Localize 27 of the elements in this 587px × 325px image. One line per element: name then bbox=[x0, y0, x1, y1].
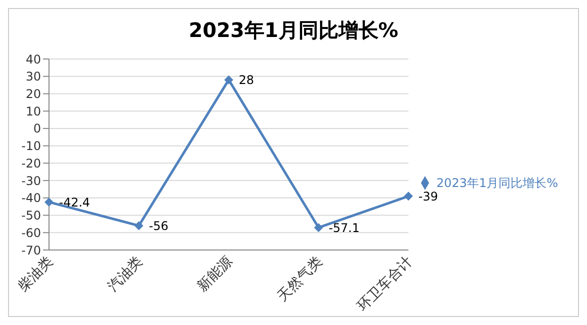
x-tick-label: 天然气类 bbox=[274, 254, 326, 305]
x-tick-label: 新能源 bbox=[194, 254, 236, 295]
x-tick-label: 汽油类 bbox=[104, 254, 146, 295]
data-label: -42.4 bbox=[59, 195, 90, 210]
legend-label: 2023年1月同比增长% bbox=[436, 176, 558, 190]
y-tick-label: 0 bbox=[33, 122, 41, 136]
y-tick-label: -30 bbox=[21, 174, 41, 188]
y-tick-label: 10 bbox=[26, 104, 41, 118]
point bbox=[224, 75, 234, 84]
data-label: -56 bbox=[148, 218, 168, 233]
y-tick-label: 30 bbox=[26, 70, 41, 84]
y-tick-label: -20 bbox=[21, 156, 41, 170]
chart-title: 2023年1月同比增长% bbox=[188, 17, 400, 44]
y-tick-label: -60 bbox=[21, 226, 41, 240]
y-tick-label: -50 bbox=[21, 208, 41, 223]
x-tick-label: 环卫车合计 bbox=[354, 254, 416, 315]
y-tick-label: -10 bbox=[21, 139, 41, 154]
data-label: 28 bbox=[238, 73, 254, 88]
point bbox=[44, 198, 54, 207]
point bbox=[404, 192, 413, 201]
y-tick-label: -40 bbox=[21, 191, 41, 206]
y-tick-label: 20 bbox=[26, 86, 41, 101]
point bbox=[314, 223, 324, 232]
data-label: -39 bbox=[418, 189, 438, 204]
point bbox=[134, 221, 144, 230]
data-label: -57.1 bbox=[328, 220, 360, 235]
y-tick-label: 40 bbox=[26, 52, 41, 66]
